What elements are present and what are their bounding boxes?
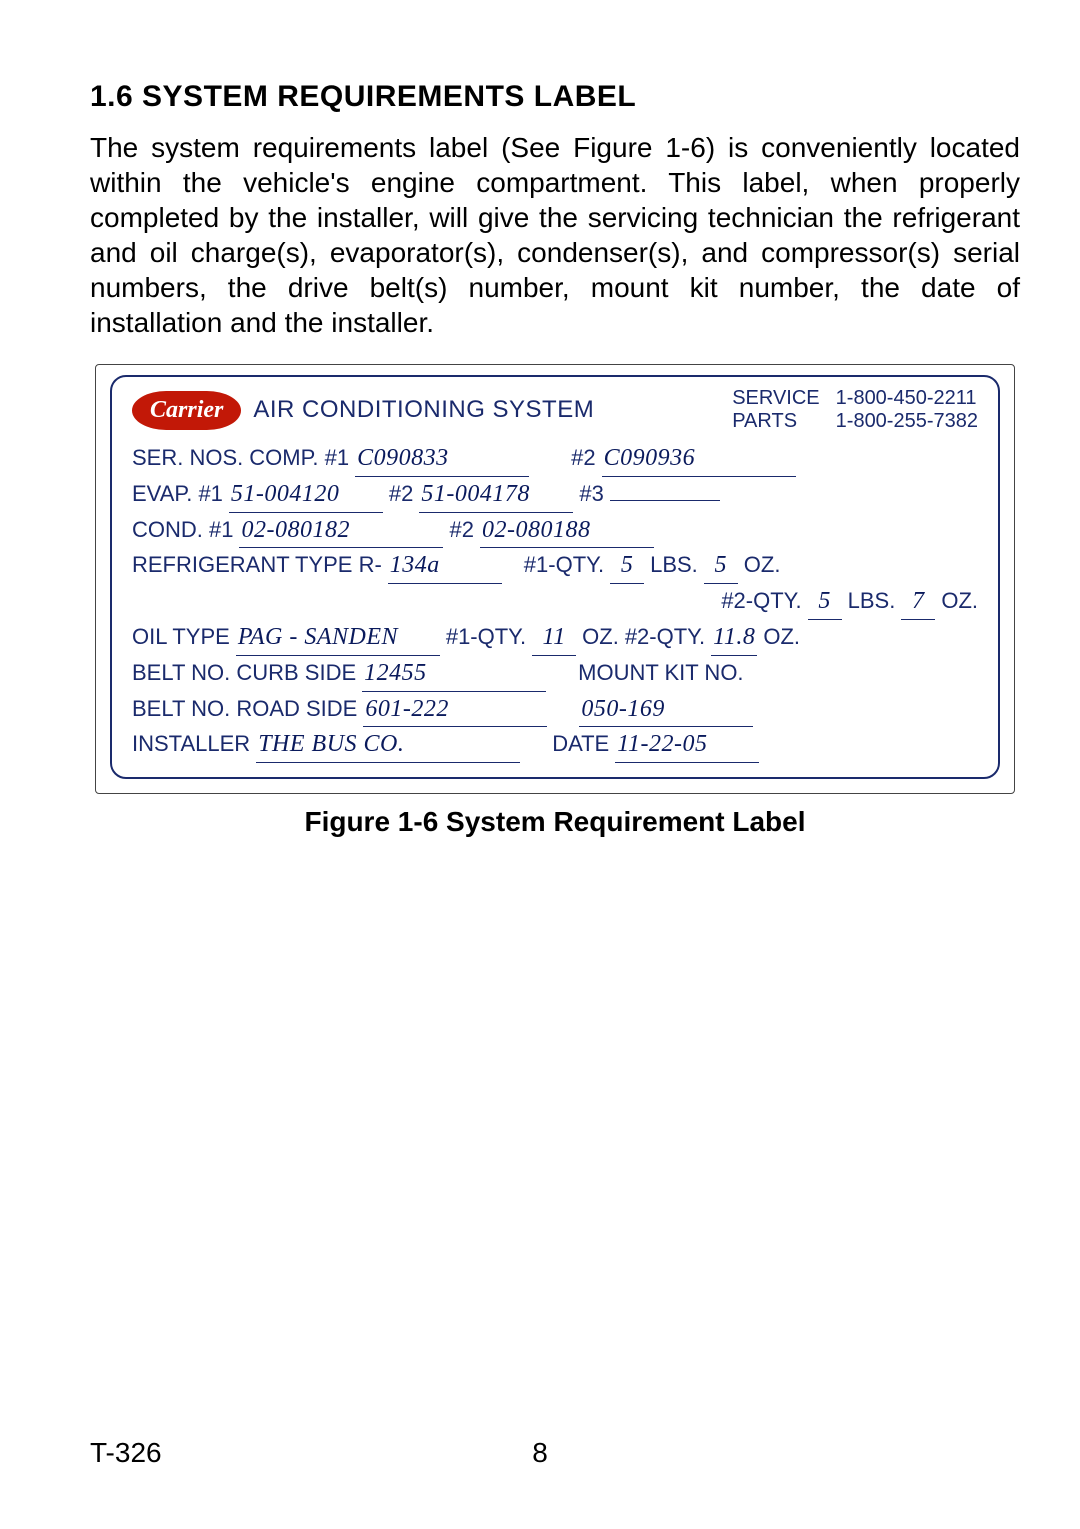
refrig-label: REFRIGERANT TYPE R-	[132, 549, 382, 581]
qty1-oz: 5	[704, 548, 738, 584]
belt-road-value: 601-222	[363, 692, 547, 728]
oil-value: PAG - SANDEN	[236, 620, 440, 656]
evap3-blank	[610, 478, 720, 501]
comp2-value: C090936	[602, 441, 796, 477]
label-header-row: Carrier AIR CONDITIONING SYSTEM SERVICE …	[132, 387, 978, 433]
page-footer: T-326 8	[90, 1437, 1020, 1469]
ser-nos-label: SER. NOS.	[132, 442, 243, 474]
comp1-label: COMP. #1	[249, 442, 349, 474]
line-refrigerant: REFRIGERANT TYPE R- 134a #1-QTY. 5 LBS. …	[132, 548, 978, 584]
oil-label: OIL TYPE	[132, 621, 230, 653]
cond2-value: 02-080188	[480, 513, 654, 549]
oz-label-2: OZ.	[941, 585, 978, 617]
installer-value: THE BUS CO.	[256, 727, 520, 763]
evap1-value: 51-004120	[229, 477, 383, 513]
carrier-logo: Carrier	[132, 391, 241, 430]
label-outer-box: Carrier AIR CONDITIONING SYSTEM SERVICE …	[95, 364, 1015, 794]
mount-value: 050-169	[579, 692, 753, 728]
oil-q2-value: 11.8	[711, 620, 757, 656]
oil-q1-value: 11	[532, 620, 576, 656]
evap2-label: #2	[389, 478, 413, 510]
oil-oz-label-1: OZ.	[582, 621, 619, 653]
belt-curb-label: BELT NO. CURB SIDE	[132, 657, 356, 689]
qty1-label: #1-QTY.	[524, 549, 604, 581]
qty2-oz: 7	[901, 584, 935, 620]
cond2-label: #2	[449, 514, 473, 546]
service-label: SERVICE	[732, 387, 819, 410]
section-heading: 1.6 SYSTEM REQUIREMENTS LABEL	[90, 80, 1020, 114]
section-body: The system requirements label (See Figur…	[90, 130, 1020, 340]
evap2-value: 51-004178	[419, 477, 573, 513]
line-belt-curb: BELT NO. CURB SIDE 12455 MOUNT KIT NO.	[132, 656, 978, 692]
brand-group: Carrier AIR CONDITIONING SYSTEM	[132, 391, 594, 430]
figure-caption: Figure 1-6 System Requirement Label	[95, 806, 1015, 838]
parts-number: 1-800-255-7382	[836, 410, 978, 433]
comp1-value: C090833	[355, 441, 529, 477]
evap1-label: EVAP. #1	[132, 478, 223, 510]
service-number: 1-800-450-2211	[836, 387, 978, 410]
evap3-label: #3	[579, 478, 603, 510]
belt-road-label: BELT NO. ROAD SIDE	[132, 693, 357, 725]
refrig-value: 134a	[388, 548, 502, 584]
lbs-label-2: LBS.	[848, 585, 896, 617]
date-label: DATE	[552, 728, 609, 760]
phone-block: SERVICE 1-800-450-2211 PARTS 1-800-255-7…	[732, 387, 978, 433]
line-qty2: #2-QTY. 5 LBS. 7 OZ.	[132, 584, 978, 620]
qty2-lbs: 5	[808, 584, 842, 620]
cond1-label: COND. #1	[132, 514, 233, 546]
label-inner-box: Carrier AIR CONDITIONING SYSTEM SERVICE …	[110, 375, 1000, 779]
comp2-label: #2	[571, 442, 595, 474]
installer-label: INSTALLER	[132, 728, 250, 760]
line-installer: INSTALLER THE BUS CO. DATE 11-22-05	[132, 727, 978, 763]
qty2-label: #2-QTY.	[721, 585, 801, 617]
document-page: 1.6 SYSTEM REQUIREMENTS LABEL The system…	[0, 0, 1080, 1529]
mount-label: MOUNT KIT NO.	[578, 657, 743, 689]
belt-curb-value: 12455	[362, 656, 546, 692]
parts-label: PARTS	[732, 410, 819, 433]
date-value: 11-22-05	[615, 727, 759, 763]
line-belt-road: BELT NO. ROAD SIDE 601-222 050-169	[132, 692, 978, 728]
line-oil: OIL TYPE PAG - SANDEN #1-QTY. 11 OZ. #2-…	[132, 620, 978, 656]
oil-oz-label-2: OZ.	[763, 621, 800, 653]
oil-q2-label: #2-QTY.	[625, 621, 705, 653]
line-cond: COND. #1 02-080182 #2 02-080188	[132, 513, 978, 549]
system-requirement-label-figure: Carrier AIR CONDITIONING SYSTEM SERVICE …	[95, 364, 1015, 838]
oz-label-1: OZ.	[744, 549, 781, 581]
oil-q1-label: #1-QTY.	[446, 621, 526, 653]
line-evap: EVAP. #1 51-004120 #2 51-004178 #3	[132, 477, 978, 513]
page-number: 8	[532, 1437, 548, 1469]
doc-id: T-326	[90, 1437, 162, 1469]
content-area: 1.6 SYSTEM REQUIREMENTS LABEL The system…	[90, 80, 1020, 838]
cond1-value: 02-080182	[239, 513, 443, 549]
label-title: AIR CONDITIONING SYSTEM	[253, 396, 594, 424]
line-comp: SER. NOS. COMP. #1 C090833 #2 C090936	[132, 441, 978, 477]
lbs-label-1: LBS.	[650, 549, 698, 581]
qty1-lbs: 5	[610, 548, 644, 584]
